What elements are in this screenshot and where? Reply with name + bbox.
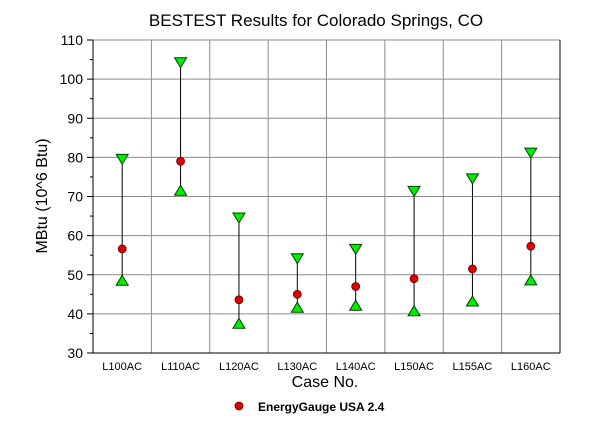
range-max-marker — [173, 57, 188, 69]
y-tick-label: 100 — [60, 71, 84, 87]
data-point — [526, 241, 536, 251]
y-tick-label: 80 — [67, 149, 83, 165]
range-max-marker — [407, 185, 421, 198]
x-tick-label: L140AC — [336, 361, 376, 373]
range-min-marker — [348, 299, 363, 311]
x-tick-label: L100AC — [102, 361, 142, 373]
y-tick-label: 110 — [61, 32, 84, 48]
range-min-marker — [290, 301, 305, 313]
range-min-marker — [115, 274, 130, 286]
x-tick-label: L130AC — [277, 361, 317, 373]
x-tick-label: L120AC — [219, 361, 259, 373]
range-bars — [115, 57, 538, 329]
chart-title: BESTEST Results for Colorado Springs, CO — [149, 11, 483, 30]
range-min-marker — [465, 294, 480, 307]
range-max-marker — [290, 253, 305, 265]
data-point — [117, 244, 127, 254]
x-tick-label: L160AC — [511, 361, 551, 373]
range-max-marker — [523, 147, 538, 160]
x-axis-title: Case No. — [292, 374, 359, 391]
x-tick-label: L110AC — [161, 361, 200, 373]
data-point — [176, 156, 185, 166]
grid-lines — [93, 39, 560, 353]
range-min-marker — [523, 273, 538, 286]
range-min-marker — [407, 304, 421, 317]
y-tick-label: 30 — [67, 345, 83, 361]
legend: EnergyGauge USA 2.4 — [234, 400, 385, 414]
range-max-marker — [115, 153, 130, 166]
data-point — [468, 264, 477, 274]
y-axis-title: MBtu (10^6 Btu) — [34, 138, 51, 253]
axes — [87, 39, 561, 354]
range-max-marker — [348, 243, 363, 256]
data-point — [409, 274, 419, 284]
data-point — [351, 282, 361, 291]
data-point — [292, 289, 302, 299]
y-tick-label: 60 — [67, 228, 83, 244]
y-tick-label: 50 — [67, 267, 83, 283]
y-tick-label: 40 — [67, 306, 83, 322]
range-min-marker — [173, 184, 188, 196]
series-points — [117, 156, 536, 305]
range-max-marker — [465, 173, 480, 185]
legend-marker-dot — [234, 401, 244, 411]
x-tick-labels: L100AC L110AC L120AC L130AC L140AC L150AC L155… — [102, 361, 550, 373]
x-tick-label: L150AC — [394, 361, 434, 373]
legend-label: EnergyGauge USA 2.4 — [258, 400, 385, 414]
y-tick-label: 70 — [67, 189, 83, 205]
x-tick-label: L155AC — [453, 361, 493, 373]
y-tick-labels: 30 40 50 60 70 80 90 100 110 — [60, 32, 84, 361]
y-tick-label: 90 — [67, 110, 83, 126]
data-point — [234, 295, 244, 305]
range-max-marker — [232, 212, 246, 224]
range-min-marker — [232, 317, 246, 329]
